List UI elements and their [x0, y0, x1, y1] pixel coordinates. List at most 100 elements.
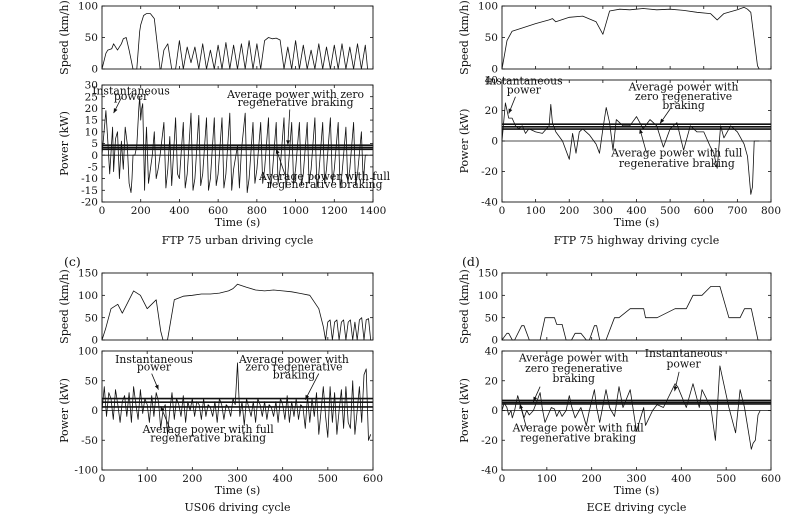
- x-axis-label: Time (s): [614, 484, 660, 497]
- zero-regen-label-line: Average power with: [518, 351, 629, 364]
- full-regen-label: Average power with full regenerative brak…: [258, 170, 391, 191]
- full-regen-label: Average power with full regenerative brak…: [610, 146, 743, 170]
- speed-trace: [101, 13, 368, 70]
- power-axis-ytick-label: 0: [91, 150, 98, 162]
- instantaneous-power-label-arrowhead: [113, 108, 118, 114]
- power-axis-xtick-label: 600: [761, 473, 781, 485]
- power-axis-ytick-label: 5: [91, 138, 98, 150]
- instantaneous-power-label-line: Instantaneous: [645, 347, 723, 360]
- power-axis-xtick-label: 300: [626, 473, 646, 485]
- power-axis-xtick-label: 100: [526, 205, 546, 217]
- power-axis-xtick-label: 800: [761, 205, 781, 217]
- speed-axis-ytick-label: 100: [478, 1, 498, 13]
- zero-regen-label: Average power with zero regenerative braki…: [238, 353, 349, 381]
- speed-axis-ytick-label: 0: [491, 335, 498, 347]
- speed-axis-ytick-label: 50: [485, 32, 498, 44]
- speed-axis-ytick-label: 150: [478, 268, 498, 280]
- full-regen-label-pointer: [275, 148, 287, 178]
- instantaneous-power-label-line: power: [137, 361, 172, 374]
- instantaneous-power-label: Instantaneouspower: [92, 84, 170, 103]
- speed-axis-frame: [501, 5, 772, 70]
- zero-regen-label-line: zero regenerative: [525, 362, 622, 375]
- power-axis-ytick-label: 0: [91, 405, 98, 417]
- power-axis-xtick-label: 400: [626, 205, 646, 217]
- power-axis-xtick-label: 100: [137, 473, 157, 485]
- power-axis-ytick-label: 20: [485, 105, 498, 117]
- instantaneous-power-label-line: Instantaneous: [115, 353, 193, 366]
- full-regen-label-line: regenerative braking: [520, 432, 636, 445]
- power-axis-ytick-label: 20: [85, 103, 98, 115]
- full-regen-label-line: regenerative braking: [267, 178, 383, 191]
- power-axis-ytick-label: 40: [485, 75, 498, 87]
- zero-regen-label-pointer: [304, 373, 320, 400]
- speed-axis-frame: [101, 272, 374, 341]
- x-axis-label: Time (s): [215, 216, 261, 229]
- speed-axis-ytick-label: 50: [85, 32, 98, 44]
- power-axis-ytick-label: -40: [481, 197, 498, 209]
- full-regen-label: Average power with full regenerative brak…: [512, 421, 645, 444]
- speed-axis-ytick-label: 50: [485, 312, 498, 324]
- power-trace: [501, 365, 761, 450]
- instantaneous-power-label-arrowhead: [154, 384, 159, 390]
- full-regen-label-line: Average power with full: [258, 170, 391, 183]
- speed-axis-ytick-label: 0: [91, 64, 98, 76]
- full-regen-label: Average power with full regenerative brak…: [142, 423, 275, 444]
- speed-axis-ytick-label: 50: [85, 312, 98, 324]
- power-axis-ytick-label: -100: [74, 465, 98, 477]
- power-axis-ytick-label: 30: [85, 80, 98, 92]
- instantaneous-power-label-arrowhead: [673, 386, 678, 392]
- instantaneous-power-label-line: power: [114, 90, 149, 103]
- zero-regen-label: Average power with zero regenerative braki…: [518, 351, 629, 385]
- full-regen-label-arrowhead: [639, 128, 643, 134]
- power-axis-ytick-label: 40: [485, 346, 498, 358]
- panel-label: (d): [462, 254, 480, 269]
- power-axis-ytick-label: -5: [88, 162, 98, 174]
- power-axis-ytick-label: 15: [85, 115, 98, 127]
- speed-axis-ytick-label: 0: [91, 335, 98, 347]
- power-axis-xtick-label: 600: [694, 205, 714, 217]
- zero-regen-label-pointer: [287, 109, 291, 145]
- zero-regen-label-line: regenerative braking: [238, 96, 354, 109]
- panel-label: (c): [64, 254, 81, 269]
- chart-caption: US06 driving cycle: [184, 501, 290, 514]
- full-regen-label-line: Average power with full: [610, 146, 743, 159]
- zero-regen-label: Average power with zero regenerative brak…: [226, 88, 364, 109]
- speed-axis-ylabel: Speed (km/h): [458, 0, 471, 75]
- power-axis-xtick-label: 600: [363, 473, 383, 485]
- speed-trace: [501, 286, 761, 341]
- power-axis-ytick-label: -50: [81, 435, 98, 447]
- power-axis-xtick-label: 200: [582, 473, 602, 485]
- zero-regen-label-line: Average power with: [238, 353, 349, 366]
- speed-axis-ylabel: Speed (km/h): [58, 0, 71, 75]
- zero-regen-label-line: zero regenerative: [245, 361, 342, 374]
- power-axis-ytick-label: 25: [85, 91, 98, 103]
- instantaneous-power-label-line: Instantaneous: [92, 84, 170, 97]
- full-regen-label-line: regenerative braking: [619, 157, 735, 170]
- power-axis-ytick-label: 50: [85, 375, 98, 387]
- power-axis-xtick-label: 0: [99, 473, 106, 485]
- speed-axis-ytick-label: 0: [491, 64, 498, 76]
- power-axis-ylabel: Power (kW): [458, 378, 471, 443]
- power-axis-ytick-label: 100: [78, 346, 98, 358]
- instantaneous-power-label-line: Instantaneous: [485, 75, 563, 88]
- power-trace: [101, 362, 372, 441]
- power-axis-xtick-label: 200: [131, 205, 151, 217]
- power-axis-xtick-label: 0: [499, 205, 506, 217]
- speed-axis-ytick-label: 100: [78, 1, 98, 13]
- zero-regen-label-line: braking: [662, 99, 704, 112]
- power-trace: [501, 102, 760, 195]
- power-axis-xtick-label: 400: [273, 473, 293, 485]
- zero-regen-label: Average power with zero regenerative braki…: [628, 81, 739, 112]
- power-axis-ytick-label: 20: [485, 375, 498, 387]
- power-axis-xtick-label: 300: [593, 205, 613, 217]
- zero-regen-label-line: Average power with: [628, 81, 739, 94]
- power-axis-ytick-label: 0: [491, 405, 498, 417]
- power-axis-xtick-label: 0: [99, 205, 106, 217]
- chart-caption: FTP 75 highway driving cycle: [554, 234, 720, 247]
- speed-axis-frame: [101, 5, 374, 70]
- power-axis-ytick-label: -20: [481, 166, 498, 178]
- zero-regen-label-arrowhead: [286, 140, 291, 145]
